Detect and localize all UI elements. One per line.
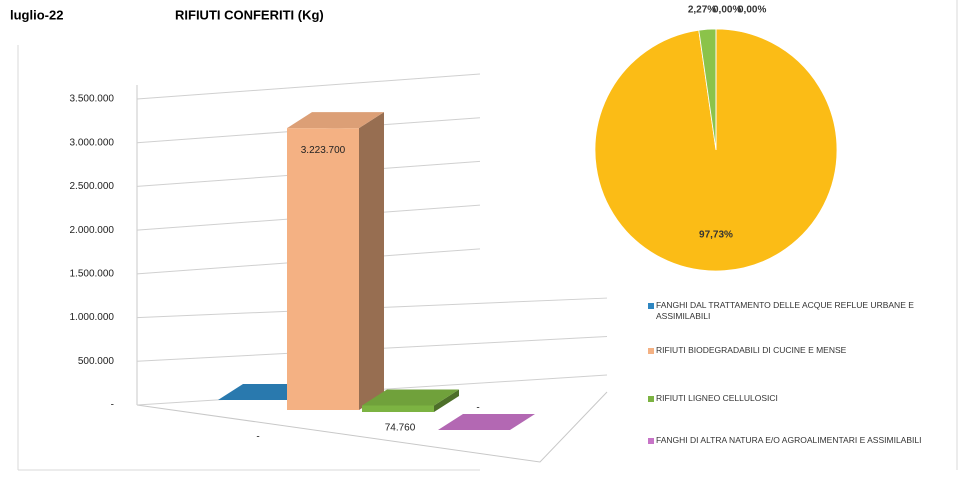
legend-key — [648, 438, 654, 444]
value-label: - — [256, 432, 259, 443]
y-tick-label: - — [111, 400, 114, 411]
legend-key — [648, 396, 654, 402]
slice-label: 0,00% — [713, 5, 741, 16]
bar-top — [438, 414, 535, 430]
y-tick-label: 2.000.000 — [70, 225, 115, 236]
y-tick-label: 500.000 — [78, 356, 115, 367]
bar-top — [287, 112, 384, 129]
y-tick-label: 3.000.000 — [70, 137, 115, 148]
value-label: 3.223.700 — [301, 145, 346, 156]
floor-edge — [136, 391, 608, 463]
chart-title: RIFIUTI CONFERITI (Kg) — [175, 7, 324, 22]
bar-top — [362, 389, 459, 406]
bar — [287, 128, 359, 411]
y-tick-label: 1.000.000 — [70, 312, 115, 323]
y-tick-label: 3.500.000 — [70, 94, 115, 105]
value-label: 74.760 — [385, 423, 416, 434]
value-label: - — [476, 403, 479, 414]
legend-key — [648, 303, 654, 309]
legend-label: RIFIUTI LIGNEO CELLULOSICI — [656, 393, 778, 403]
legend-label: RIFIUTI BIODEGRADABILI DI CUCINE E MENSE — [656, 345, 847, 355]
slice-label: 97,73% — [699, 230, 733, 241]
period: luglio-22 — [10, 7, 63, 22]
grid-line — [136, 73, 481, 100]
slice-label: 0,00% — [738, 5, 766, 16]
slice-label: 2,27% — [688, 5, 716, 16]
bar-side — [359, 112, 384, 410]
y-tick-label: 1.500.000 — [70, 268, 115, 279]
legend-label: FANGHI DI ALTRA NATURA E/O AGROALIMENTAR… — [656, 435, 922, 445]
legend-label: FANGHI DAL TRATTAMENTO DELLE ACQUE REFLU… — [656, 300, 914, 321]
bar-side — [434, 389, 459, 412]
bar — [362, 405, 434, 412]
y-tick-label: 2.500.000 — [70, 181, 115, 192]
legend-key — [648, 348, 654, 354]
